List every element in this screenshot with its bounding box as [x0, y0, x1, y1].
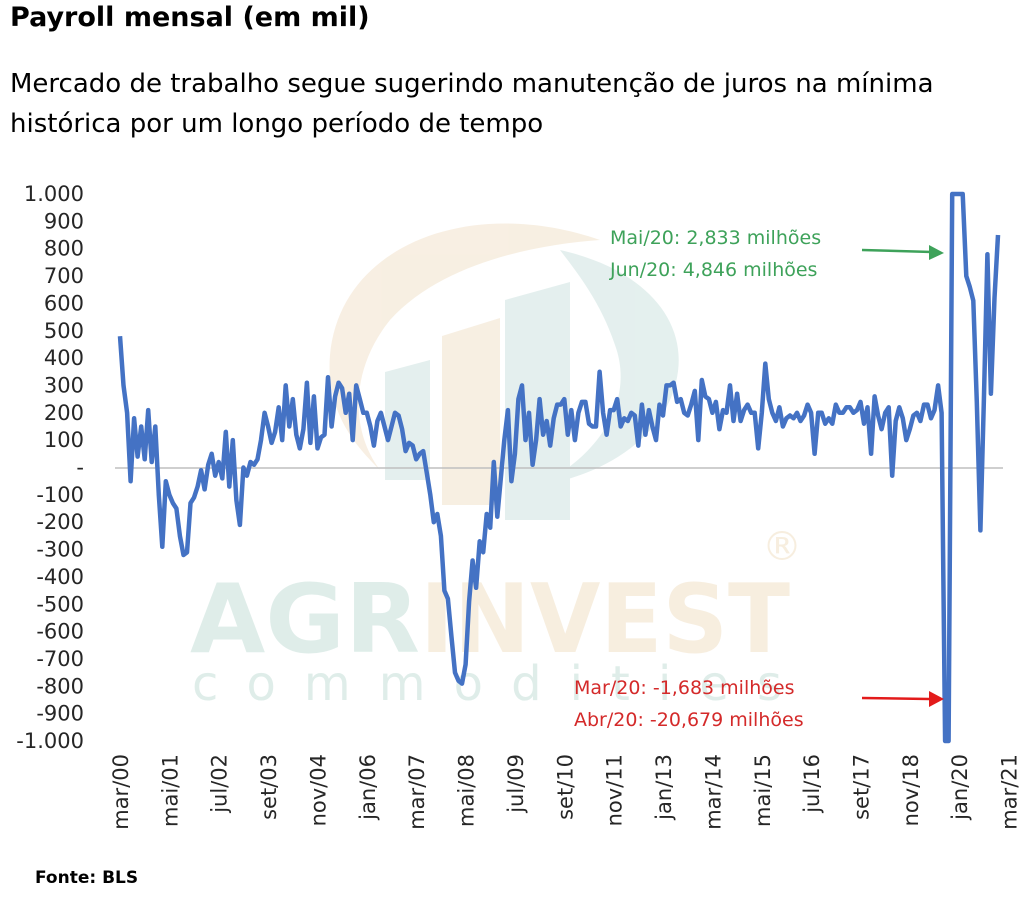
annotation-negative-arrow [861, 696, 930, 701]
watermark-brand-invest: INVEST [420, 565, 790, 675]
x-tick-label: mar/14 [701, 754, 725, 830]
x-tick-label: mai/15 [751, 754, 775, 827]
y-tick-label: 100 [44, 428, 84, 452]
annotation-positive: Mai/20: 2,833 milhões Jun/20: 4,846 milh… [609, 227, 944, 281]
chart-title: Payroll mensal (em mil) [10, 2, 370, 33]
x-tick-label: set/10 [553, 754, 577, 820]
y-tick-label: 400 [44, 346, 84, 370]
x-tick-label: nov/04 [306, 754, 330, 826]
y-tick-label: 800 [44, 237, 84, 261]
x-tick-label: jul/16 [800, 754, 824, 814]
x-tick-label: jul/02 [208, 754, 232, 814]
x-tick-label: jan/13 [652, 754, 676, 821]
x-tick-label: mai/08 [455, 754, 479, 827]
y-tick-label: -700 [36, 647, 84, 671]
x-tick-label: set/17 [849, 754, 873, 820]
x-tick-label: jul/09 [504, 754, 528, 814]
x-tick-label: jan/20 [948, 754, 972, 821]
x-axis: mar/00 mai/01 jul/02 set/03 nov/04 jan/06 mar/… [109, 754, 1022, 830]
y-tick-label: 300 [44, 373, 84, 397]
x-tick-label: jan/06 [356, 754, 380, 821]
y-tick-label: 600 [44, 291, 84, 315]
y-tick-label: 700 [44, 264, 84, 288]
chart-subtitle: Mercado de trabalho segue sugerindo manu… [10, 69, 934, 139]
annotation-positive-arrowhead [929, 245, 944, 260]
watermark-brand-agr: AGR [190, 565, 420, 675]
source-note: Fonte: BLS [35, 868, 139, 888]
y-tick-label: -800 [36, 674, 84, 698]
annotation-apr20: Abr/20: -20,679 milhões [574, 709, 804, 731]
payroll-series-line [117, 191, 1001, 744]
y-tick-label: -1.000 [16, 729, 84, 753]
y-tick-label: -900 [36, 702, 84, 726]
y-tick-label: -600 [36, 620, 84, 644]
y-tick-label: -100 [36, 483, 84, 507]
y-tick-label: -400 [36, 565, 84, 589]
x-tick-label: nov/11 [603, 754, 627, 826]
x-tick-label: mar/07 [405, 754, 429, 830]
y-tick-label: -500 [36, 592, 84, 616]
annotation-jun20: Jun/20: 4,846 milhões [609, 259, 817, 281]
y-tick-label: - [76, 456, 84, 480]
annotation-mar20: Mar/20: -1,683 milhões [574, 677, 794, 699]
x-tick-label: nov/18 [899, 754, 923, 826]
annotation-negative: Mar/20: -1,683 milhões Abr/20: -20,679 m… [574, 677, 944, 731]
x-tick-label: mar/00 [109, 754, 133, 830]
y-axis: -1.000-900-800-700-600-500-400-300-200-1… [16, 182, 84, 753]
annotation-positive-arrow [861, 248, 933, 254]
x-tick-label: mar/21 [998, 754, 1022, 830]
y-tick-label: -300 [36, 538, 84, 562]
annotation-may20: Mai/20: 2,833 milhões [610, 227, 821, 249]
x-tick-label: set/03 [257, 754, 281, 820]
y-tick-label: 500 [44, 319, 84, 343]
y-tick-label: 1.000 [24, 182, 84, 206]
x-tick-label: mai/01 [158, 754, 182, 827]
y-tick-label: -200 [36, 510, 84, 534]
y-tick-label: 200 [44, 401, 84, 425]
watermark-registered: ® [762, 524, 802, 570]
annotation-negative-arrowhead [929, 691, 944, 707]
y-tick-label: 900 [44, 209, 84, 233]
